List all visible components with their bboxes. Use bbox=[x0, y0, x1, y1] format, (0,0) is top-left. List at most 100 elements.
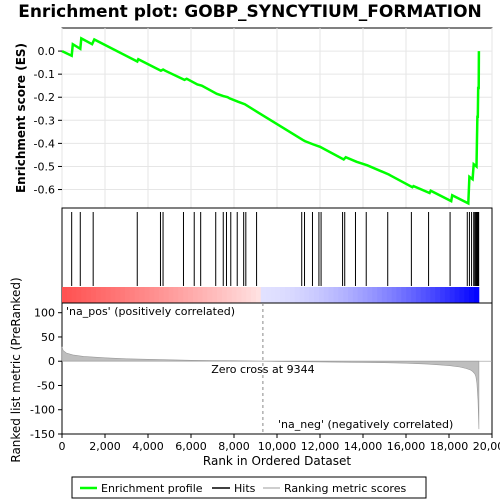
neg-label: 'na_neg' (negatively correlated) bbox=[278, 418, 453, 431]
legend-frame bbox=[71, 476, 427, 499]
metric-ytick-label: 0 bbox=[48, 355, 55, 368]
heat-cell bbox=[168, 287, 174, 303]
heat-cell bbox=[415, 287, 422, 303]
heat-cell bbox=[183, 287, 189, 303]
heat-cell bbox=[154, 287, 160, 303]
heat-cell bbox=[469, 287, 475, 303]
heat-cell bbox=[129, 287, 136, 303]
heat-cell bbox=[464, 287, 470, 303]
heat-cell bbox=[202, 287, 208, 303]
heat-cell bbox=[100, 287, 107, 303]
heat-cell bbox=[381, 287, 388, 303]
heat-cell bbox=[163, 287, 170, 303]
heat-cell bbox=[386, 287, 393, 303]
heat-cell bbox=[328, 287, 334, 303]
heat-cell bbox=[105, 287, 111, 303]
heat-cell bbox=[372, 287, 378, 303]
heat-cell bbox=[188, 287, 194, 303]
metric-ytick-label: -50 bbox=[37, 379, 55, 392]
heat-cell bbox=[251, 287, 257, 303]
x-tick-label: 12,000 bbox=[301, 440, 340, 453]
heat-cell bbox=[444, 287, 451, 303]
metric-ytick-label: -150 bbox=[30, 428, 55, 441]
heat-cell bbox=[474, 287, 480, 303]
heat-cell bbox=[440, 287, 446, 303]
heat-cell bbox=[76, 287, 82, 303]
heat-cell bbox=[338, 287, 344, 303]
heat-cell bbox=[95, 287, 102, 303]
heat-cell bbox=[236, 287, 242, 303]
heat-cell bbox=[62, 287, 68, 303]
heat-cell bbox=[294, 287, 300, 303]
heat-cell bbox=[284, 287, 291, 303]
heat-cell bbox=[221, 287, 228, 303]
heat-cell bbox=[81, 287, 87, 303]
heat-cell bbox=[134, 287, 140, 303]
heat-cell bbox=[357, 287, 363, 303]
heat-cell bbox=[275, 287, 281, 303]
heat-cell bbox=[149, 287, 155, 303]
heat-cell bbox=[110, 287, 116, 303]
es-ytick-label: -0.2 bbox=[34, 91, 55, 104]
heat-cell bbox=[362, 287, 368, 303]
heat-cell bbox=[352, 287, 359, 303]
x-tick-label: 10,000 bbox=[258, 440, 297, 453]
metric-axis-title: Ranked list metric (PreRanked) bbox=[9, 277, 23, 462]
heat-cell bbox=[226, 287, 233, 303]
metric-yticks: 100 50 0 -50 -100 -150 bbox=[30, 307, 62, 441]
legend-label-metric: Ranking metric scores bbox=[284, 482, 406, 495]
heat-cell bbox=[231, 287, 237, 303]
metric-ytick-label: 100 bbox=[34, 307, 55, 320]
heat-cell bbox=[144, 287, 150, 303]
heat-cell bbox=[197, 287, 203, 303]
heat-cell bbox=[270, 287, 276, 303]
heat-cell bbox=[406, 287, 412, 303]
heat-cell bbox=[377, 287, 383, 303]
metric-ytick-label: -100 bbox=[30, 404, 55, 417]
heat-cell bbox=[459, 287, 465, 303]
heat-cell bbox=[71, 287, 77, 303]
x-tick-label: 14,000 bbox=[344, 440, 383, 453]
heat-cell bbox=[260, 287, 266, 303]
heat-cell bbox=[401, 287, 407, 303]
heat-cell bbox=[435, 287, 441, 303]
metric-panel: 100 50 0 -50 -100 -150 Zero cross at 9344 'na… bbox=[9, 277, 493, 463]
legend: Enrichment profile Hits Ranking metric s… bbox=[71, 476, 427, 499]
heat-cell bbox=[158, 287, 165, 303]
es-ytick-label: -0.3 bbox=[34, 114, 55, 127]
metric-area-layer bbox=[61, 346, 492, 430]
heat-cell bbox=[449, 287, 456, 303]
heat-cell bbox=[348, 287, 354, 303]
heat-cell bbox=[280, 287, 286, 303]
heat-cell bbox=[304, 287, 310, 303]
heat-cell bbox=[314, 287, 320, 303]
x-tick-label: 18,000 bbox=[430, 440, 469, 453]
heat-cell bbox=[454, 287, 460, 303]
metric-panel-frame bbox=[61, 302, 493, 435]
heat-cell bbox=[173, 287, 179, 303]
es-ytick-label: -0.5 bbox=[34, 160, 55, 173]
heat-cell bbox=[139, 287, 145, 303]
es-yticks: 0.0 -0.1 -0.2 -0.3 -0.4 -0.5 -0.6 bbox=[34, 45, 62, 197]
x-tick-label: 8,000 bbox=[218, 440, 250, 453]
heat-cell bbox=[212, 287, 218, 303]
heat-cell bbox=[289, 287, 296, 303]
es-ytick-label: -0.4 bbox=[34, 137, 55, 150]
heat-cell bbox=[66, 287, 73, 303]
heat-cell bbox=[318, 287, 325, 303]
metric-ytick-label: 50 bbox=[41, 331, 55, 344]
heat-cell bbox=[343, 287, 349, 303]
es-ytick-label: -0.6 bbox=[34, 184, 55, 197]
heat-cell bbox=[217, 287, 223, 303]
heat-cell bbox=[207, 287, 213, 303]
legend-label-hits: Hits bbox=[234, 482, 256, 495]
heat-cell bbox=[299, 287, 305, 303]
heat-cell bbox=[391, 287, 397, 303]
heat-cell bbox=[86, 287, 92, 303]
rank-heat-bar bbox=[62, 287, 480, 303]
legend-label-enrichment: Enrichment profile bbox=[101, 482, 203, 495]
heat-cell bbox=[333, 287, 339, 303]
x-tick-label: 4,000 bbox=[132, 440, 164, 453]
heat-cell bbox=[255, 287, 262, 303]
